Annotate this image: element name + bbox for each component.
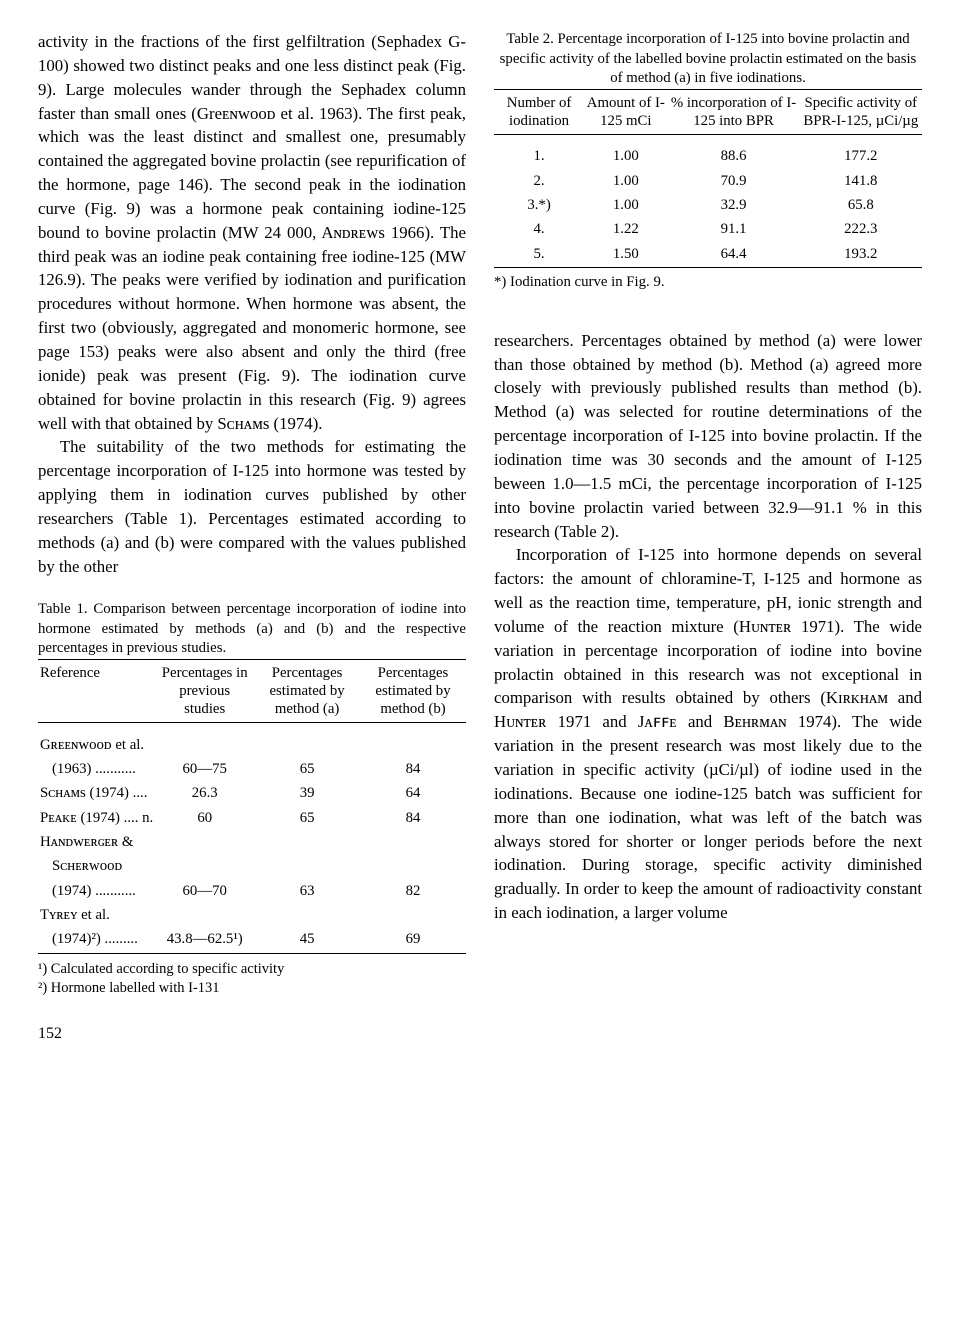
fn1: ¹) Calculated according to specific acti…: [38, 960, 466, 980]
table-row: (1974)²) ......... 43.8—62.5¹) 45 69: [38, 928, 466, 953]
page-number: 152: [38, 1025, 922, 1043]
t1-r0-c3: 84: [360, 758, 466, 782]
t2-h2: % incorporation of I-125 into BPR: [668, 89, 800, 134]
t2-r4-c2: 64.4: [668, 242, 800, 267]
t1-r1-c2: 39: [254, 782, 360, 806]
table-row: 4. 1.22 91.1 222.3: [494, 218, 922, 242]
t2-r0-c1: 1.00: [584, 145, 667, 169]
t2-r3-c2: 91.1: [668, 218, 800, 242]
right-column: Table 2. Percentage incorporation of I-1…: [494, 30, 922, 999]
table1: Reference Percentages in previous studie…: [38, 659, 466, 954]
t2-r0-c3: 177.2: [800, 145, 922, 169]
t1-r0b: (1963) ...........: [38, 758, 155, 782]
t1-r4-c1: 60—70: [155, 880, 254, 904]
right-p1: researchers. Percentages obtained by met…: [494, 329, 922, 544]
t1-r2-c3: 84: [360, 807, 466, 831]
t2-r0-c0: 1.: [494, 145, 584, 169]
columns: activity in the fractions of the first g…: [38, 30, 922, 999]
t1-r4-c2: 63: [254, 880, 360, 904]
t1-r5-c3: 69: [360, 928, 466, 953]
t2-h0: Number of iodination: [494, 89, 584, 134]
table-row: 1. 1.00 88.6 177.2: [494, 145, 922, 169]
t2-r4-c0: 5.: [494, 242, 584, 267]
left-p1: activity in the fractions of the first g…: [38, 30, 466, 435]
t2-r4-c1: 1.50: [584, 242, 667, 267]
table2-note: *) Iodination curve in Fig. 9.: [494, 272, 922, 293]
table-row: Tʏʀᴇʏ et al.: [38, 904, 466, 928]
t2-r0-c2: 88.6: [668, 145, 800, 169]
t1-r2-c2: 65: [254, 807, 360, 831]
t1-r3b: Sᴄʜᴇʀᴡᴏᴏᴅ: [38, 855, 155, 879]
table2: Number of iodination Amount of I-125 mCi…: [494, 89, 922, 268]
t2-r1-c2: 70.9: [668, 169, 800, 193]
t2-r1-c3: 141.8: [800, 169, 922, 193]
table-row: Hᴀɴᴅᴡᴇʀɢᴇʀ &: [38, 831, 466, 855]
table-row: 3.*) 1.00 32.9 65.8: [494, 194, 922, 218]
table1-footnotes: ¹) Calculated according to specific acti…: [38, 960, 466, 999]
t2-h3: Specific activity of BPR-I-125, µCi/µg: [800, 89, 922, 134]
t1-r4a: (1974) ...........: [38, 880, 155, 904]
table-row: (1974) ........... 60—70 63 82: [38, 880, 466, 904]
left-column: activity in the fractions of the first g…: [38, 30, 466, 999]
table1-caption: Table 1. Comparison between percentage i…: [38, 600, 466, 659]
table-row: Sᴄʜᴀᴍs (1974) .... 26.3 39 64: [38, 782, 466, 806]
table-row: (1963) ........... 60—75 65 84: [38, 758, 466, 782]
t1-h1: Percentages in previous studies: [155, 660, 254, 723]
t2-r1-c1: 1.00: [584, 169, 667, 193]
t1-h3: Percentages estimated by method (b): [360, 660, 466, 723]
t1-r0-c2: 65: [254, 758, 360, 782]
t2-r2-c1: 1.00: [584, 194, 667, 218]
fn2: ²) Hormone labelled with I-131: [38, 979, 466, 999]
t2-r3-c1: 1.22: [584, 218, 667, 242]
t2-r1-c0: 2.: [494, 169, 584, 193]
t1-r2a: Pᴇᴀᴋᴇ (1974) .... n.: [38, 807, 155, 831]
t1-h2: Percentages estimated by method (a): [254, 660, 360, 723]
t1-r1-c1: 26.3: [155, 782, 254, 806]
t1-r5-c2: 45: [254, 928, 360, 953]
t2-r3-c3: 222.3: [800, 218, 922, 242]
t1-r0-c1: 60—75: [155, 758, 254, 782]
table-row: 2. 1.00 70.9 141.8: [494, 169, 922, 193]
t1-r5-c1: 43.8—62.5¹): [155, 928, 254, 953]
table-row: 5. 1.50 64.4 193.2: [494, 242, 922, 267]
t1-r4-c3: 82: [360, 880, 466, 904]
left-p2: The suitability of the two methods for e…: [38, 435, 466, 578]
t1-r1-c3: 64: [360, 782, 466, 806]
t1-h0: Reference: [38, 660, 155, 723]
t2-r3-c0: 4.: [494, 218, 584, 242]
t1-r5b: (1974)²) .........: [38, 928, 155, 953]
table2-caption: Table 2. Percentage incorporation of I-1…: [494, 30, 922, 89]
t1-r1a: Sᴄʜᴀᴍs (1974) ....: [38, 782, 155, 806]
t1-r0a: Gʀᴇᴇɴᴡᴏᴏᴅ et al.: [38, 734, 155, 758]
t1-r5a: Tʏʀᴇʏ et al.: [38, 904, 155, 928]
right-p2: Incorporation of I-125 into hormone depe…: [494, 543, 922, 925]
t2-r2-c0: 3.*): [494, 194, 584, 218]
t1-r2-c1: 60: [155, 807, 254, 831]
t2-r2-c2: 32.9: [668, 194, 800, 218]
t1-r3a: Hᴀɴᴅᴡᴇʀɢᴇʀ &: [38, 831, 155, 855]
table-row: Sᴄʜᴇʀᴡᴏᴏᴅ: [38, 855, 466, 879]
t2-r2-c3: 65.8: [800, 194, 922, 218]
t2-h1: Amount of I-125 mCi: [584, 89, 667, 134]
page: activity in the fractions of the first g…: [0, 0, 960, 1063]
table-row: Pᴇᴀᴋᴇ (1974) .... n. 60 65 84: [38, 807, 466, 831]
table-row: Gʀᴇᴇɴᴡᴏᴏᴅ et al.: [38, 734, 466, 758]
t2-r4-c3: 193.2: [800, 242, 922, 267]
